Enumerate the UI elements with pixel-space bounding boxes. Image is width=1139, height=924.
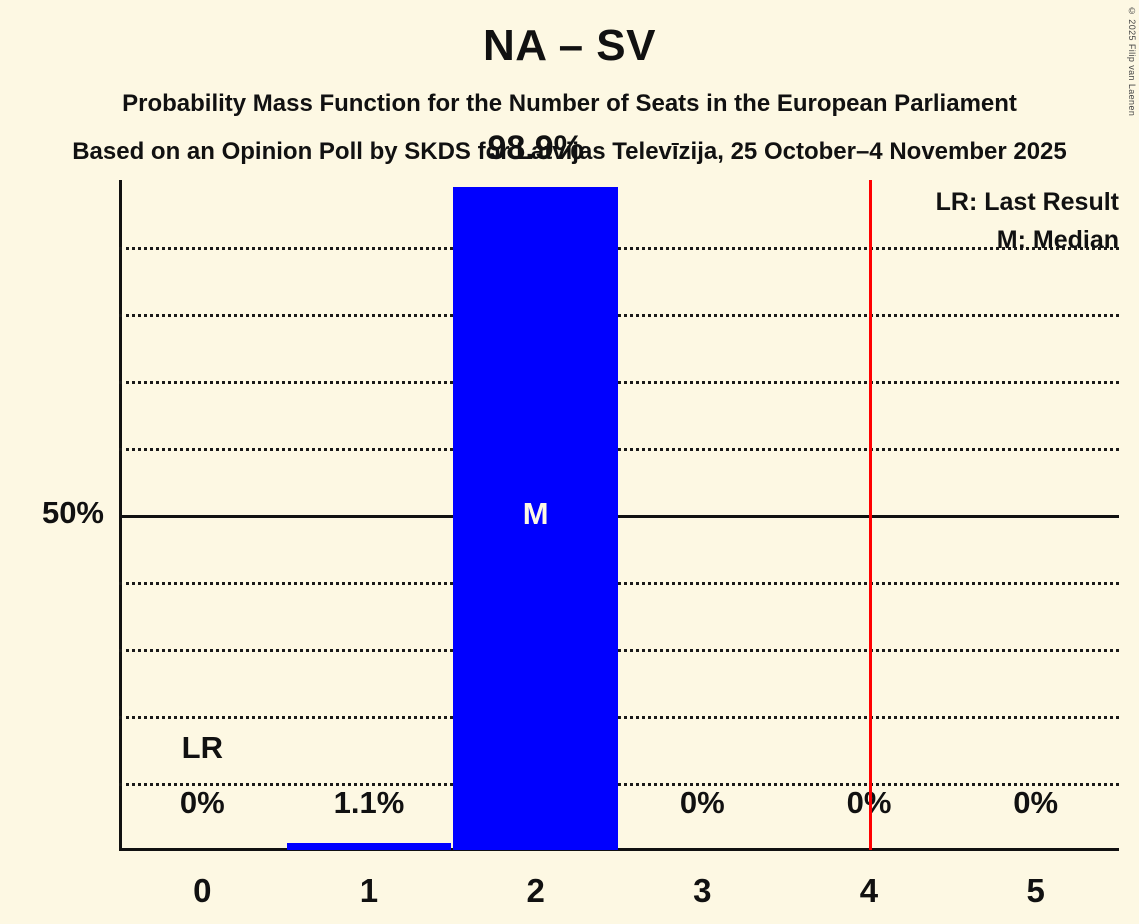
gridline-30	[119, 649, 1119, 652]
bar-seat-1	[286, 842, 452, 850]
bar-value-label-seat-0: 0%	[179, 785, 225, 820]
gridline-60	[119, 448, 1119, 451]
x-axis-tick-label-3: 3	[693, 872, 712, 909]
x-axis-tick-label-1: 1	[359, 872, 379, 909]
bar-value-label-seat-2: 98.9%	[487, 129, 584, 168]
copyright-notice: © 2025 Filip van Laenen	[1127, 6, 1137, 117]
x-axis-tick-label-4: 4	[859, 872, 879, 909]
page-title: NA – SV	[482, 21, 657, 70]
last-result-marker: LR	[181, 730, 223, 765]
x-axis-line	[119, 848, 1119, 851]
bar-value-label-seat-3: 0%	[679, 785, 725, 820]
bar-value-label-seat-5: 0%	[1013, 785, 1059, 820]
plot-area: 0% LR 1.1% 98.9% M 0% 0% 0%	[119, 129, 1119, 851]
gridline-major-50	[119, 515, 1119, 518]
gridline-80	[119, 314, 1119, 317]
gridline-90	[119, 247, 1119, 250]
gridline-40	[119, 582, 1119, 585]
last-result-vertical-line	[869, 180, 872, 850]
gridline-10	[119, 783, 1119, 786]
chart-subtitle-primary: Probability Mass Function for the Number…	[122, 90, 1017, 117]
y-axis-tick-label-50%: 50%	[41, 495, 104, 530]
chart-subtitle-source: Based on an Opinion Poll by SKDS for Lat…	[72, 138, 1067, 165]
gridline-70	[119, 381, 1119, 384]
bar-value-label-seat-1: 1.1%	[333, 785, 405, 820]
x-axis-tick-label-0: 0	[193, 872, 212, 909]
bar-value-label-seat-4: 0%	[786, 785, 953, 821]
bar-seat-2	[453, 187, 618, 850]
x-axis-tick-label-5: 5	[1026, 872, 1045, 909]
median-marker: M	[522, 496, 549, 531]
legend-item-last-result: LR: Last Result	[935, 188, 1119, 216]
gridline-20	[119, 716, 1119, 719]
x-axis-tick-label-2: 2	[526, 872, 545, 909]
